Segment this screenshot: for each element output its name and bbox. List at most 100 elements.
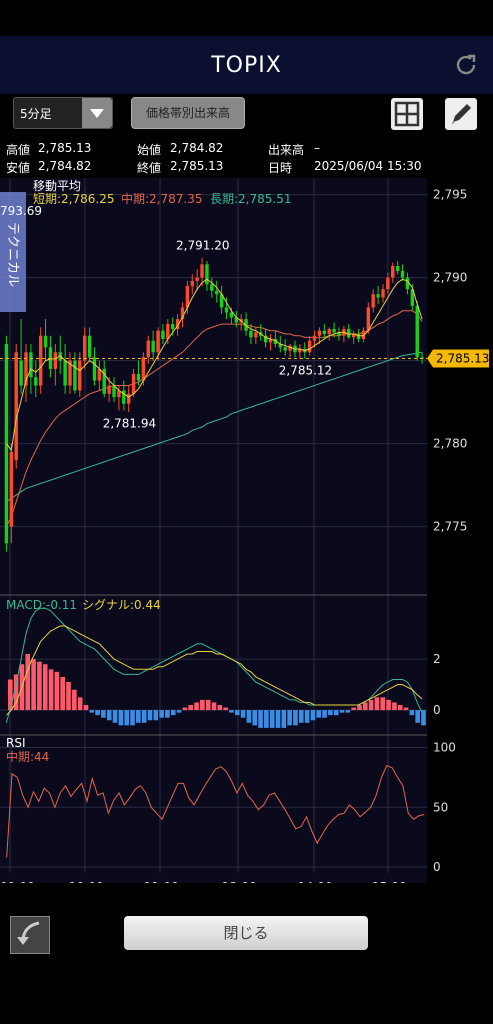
- draw-button[interactable]: [445, 98, 477, 130]
- macd-histogram-bar: [304, 710, 310, 723]
- candle-body: [347, 329, 351, 338]
- close-button[interactable]: 閉じる: [124, 916, 368, 950]
- candle-body: [366, 307, 371, 331]
- candle-body: [254, 332, 258, 338]
- macd-histogram-bar: [374, 697, 380, 711]
- macd-histogram-bar: [188, 704, 194, 711]
- refresh-icon[interactable]: [453, 52, 479, 78]
- candle-body: [200, 264, 204, 278]
- candle-body: [400, 270, 405, 278]
- candle-body: [420, 357, 424, 359]
- candle-body: [34, 377, 38, 386]
- open-label: 始値: [137, 143, 162, 157]
- x-tick-label: 14:00: [298, 880, 333, 883]
- candle-body: [141, 357, 146, 381]
- macd-histogram-bar: [48, 669, 54, 711]
- x-tick-label: 11:00: [144, 880, 179, 883]
- return-arrow-icon: [17, 921, 40, 945]
- macd-histogram-bar: [229, 710, 234, 713]
- candle-body: [107, 385, 111, 394]
- rsi-panel-title: RSI: [6, 736, 26, 750]
- candle-body: [24, 352, 28, 386]
- rsi-line: [6, 764, 425, 858]
- candle-body: [68, 360, 72, 386]
- macd-histogram-bar: [106, 710, 112, 721]
- open-value: 2,784.82: [170, 141, 224, 155]
- macd-histogram-bar: [200, 699, 205, 711]
- macd-histogram-bar: [298, 710, 304, 723]
- macd-histogram-bar: [101, 710, 106, 718]
- volume-value: –: [314, 141, 320, 155]
- candle-body: [73, 360, 77, 391]
- candle-body: [278, 344, 283, 348]
- macd-histogram-bar: [316, 710, 322, 718]
- price-annotation: 2,781.94: [103, 416, 156, 430]
- macd-histogram-bar: [246, 710, 252, 723]
- candle-body: [146, 340, 150, 358]
- macd-histogram-bar: [397, 704, 403, 711]
- macd-histogram-bar: [386, 699, 391, 711]
- candle-body: [386, 277, 390, 290]
- candle-body: [229, 312, 234, 318]
- candle-body: [180, 307, 185, 320]
- candle-body: [195, 277, 199, 281]
- footer-bar: 閉じる: [0, 900, 493, 964]
- candle-body: [112, 385, 116, 398]
- datetime-label: 日時: [268, 161, 293, 175]
- technical-side-tab: [0, 192, 26, 312]
- offscreen-price-label: 793.69: [0, 204, 42, 218]
- macd-histogram-bar: [293, 710, 298, 726]
- candle-body: [249, 330, 253, 338]
- macd-histogram-bar: [72, 689, 77, 711]
- candle-body: [361, 330, 366, 340]
- candle-body: [381, 289, 385, 298]
- candle-body: [317, 330, 322, 336]
- macd-histogram-bar: [60, 676, 65, 711]
- macd-histogram-bar: [310, 710, 316, 721]
- macd-histogram-bar: [165, 710, 170, 718]
- candle-body: [263, 335, 268, 343]
- chart-area[interactable]: 2,7952,7902,7852,7802,7752,785.132,791.2…: [0, 178, 493, 883]
- macd-histogram-bar: [415, 710, 420, 723]
- macd-histogram-bar: [252, 710, 258, 726]
- candle-body: [215, 290, 219, 295]
- candle-body: [185, 285, 190, 308]
- price-annotation: 2,791.20: [176, 239, 229, 253]
- macd-histogram-bar: [54, 671, 60, 711]
- candle-body: [19, 360, 23, 386]
- candle-body: [332, 329, 336, 333]
- rsi-y-tick-label: 100: [433, 741, 456, 755]
- signal-legend: シグナル:0.44: [82, 598, 161, 612]
- macd-histogram-bar: [333, 710, 339, 716]
- candle-body: [122, 390, 126, 404]
- candle-body: [14, 352, 18, 461]
- layout-grid-button[interactable]: [391, 98, 423, 130]
- close-value: 2,785.13: [170, 159, 224, 173]
- macd-histogram-bar: [153, 710, 159, 721]
- app-header: TOPIX: [0, 36, 493, 94]
- last-price-tag: [427, 349, 489, 368]
- back-button[interactable]: [10, 916, 50, 954]
- macd-histogram-bar: [234, 710, 240, 716]
- macd-histogram-bar: [83, 704, 89, 711]
- macd-histogram-bar: [13, 674, 19, 711]
- candle-body: [405, 277, 410, 290]
- candle-body: [53, 352, 58, 369]
- candle-body: [87, 335, 92, 358]
- candle-body: [283, 347, 287, 351]
- interval-select[interactable]: 5分足: [13, 97, 113, 129]
- ma-legend-entry: 長期:2,785.51: [210, 192, 291, 206]
- macd-histogram-bar: [217, 704, 223, 711]
- last-price-label: 2,785.13: [436, 351, 489, 365]
- candle-body: [273, 339, 278, 344]
- macd-histogram-bar: [37, 661, 42, 711]
- candle-body: [97, 368, 102, 381]
- macd-legend: MACD:-0.11: [6, 598, 77, 612]
- candle-body: [63, 360, 67, 386]
- candle-body: [151, 340, 155, 353]
- candle-body: [92, 357, 97, 381]
- page-title: TOPIX: [211, 52, 282, 78]
- volume-profile-button[interactable]: 価格帯別出来高: [131, 97, 245, 129]
- candle-body: [190, 280, 194, 286]
- macd-histogram-bar: [130, 710, 135, 726]
